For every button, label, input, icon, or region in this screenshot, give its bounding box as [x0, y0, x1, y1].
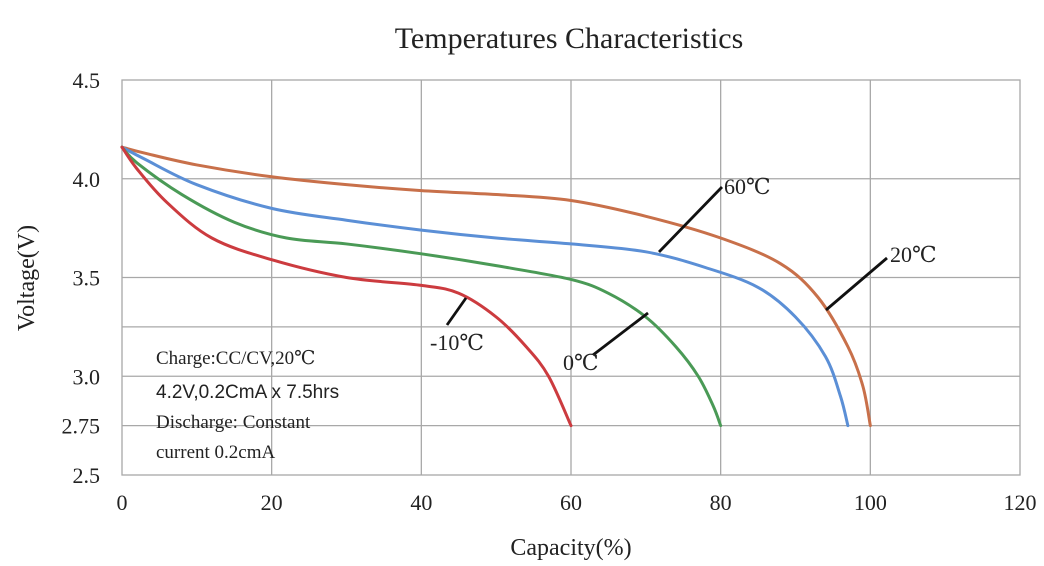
ticks: 0 20 40 60 80 100 120 4.5 4.0 3.5 3.0 2.75 2.5	[62, 68, 1037, 515]
y-tick-label: 3.5	[73, 266, 101, 291]
label-0c: 0℃	[563, 350, 599, 375]
x-tick-label: 100	[854, 490, 887, 515]
series-line-20c	[120, 145, 850, 428]
series-line-minus10c	[120, 145, 573, 428]
x-tick-label: 0	[117, 490, 128, 515]
note-line-3: Discharge: Constant	[156, 412, 311, 433]
x-tick-label: 60	[560, 490, 582, 515]
y-tick-label: 4.5	[73, 68, 101, 93]
curves	[120, 145, 872, 428]
series-line-60c	[120, 145, 872, 428]
note-line-2: 4.2V,0.2CmA x 7.5hrs	[156, 382, 339, 403]
label-20c: 20℃	[890, 242, 937, 267]
y-tick-label: 3.0	[73, 364, 101, 389]
series-line-0c	[120, 145, 723, 428]
label-60c: 60℃	[724, 174, 771, 199]
y-tick-label: 2.75	[62, 414, 101, 439]
x-tick-label: 120	[1004, 490, 1037, 515]
x-tick-label: 80	[710, 490, 732, 515]
callout-line-60	[657, 186, 724, 253]
y-axis-label: Voltage(V)	[14, 225, 40, 331]
x-tick-label: 40	[410, 490, 432, 515]
note-line-4: current 0.2cmA	[156, 442, 276, 463]
y-tick-label: 2.5	[73, 463, 101, 488]
label-minus10c: -10℃	[430, 330, 484, 355]
chart-title: Temperatures Characteristics	[395, 22, 744, 55]
callout-line-0	[592, 311, 649, 357]
callout-line-20	[825, 256, 888, 312]
y-tick-label: 4.0	[73, 167, 101, 192]
x-axis-label: Capacity(%)	[510, 535, 631, 561]
x-tick-label: 20	[261, 490, 283, 515]
note-line-1: Charge:CC/CV,20℃	[156, 348, 315, 369]
callout-line-minus10	[445, 297, 468, 326]
